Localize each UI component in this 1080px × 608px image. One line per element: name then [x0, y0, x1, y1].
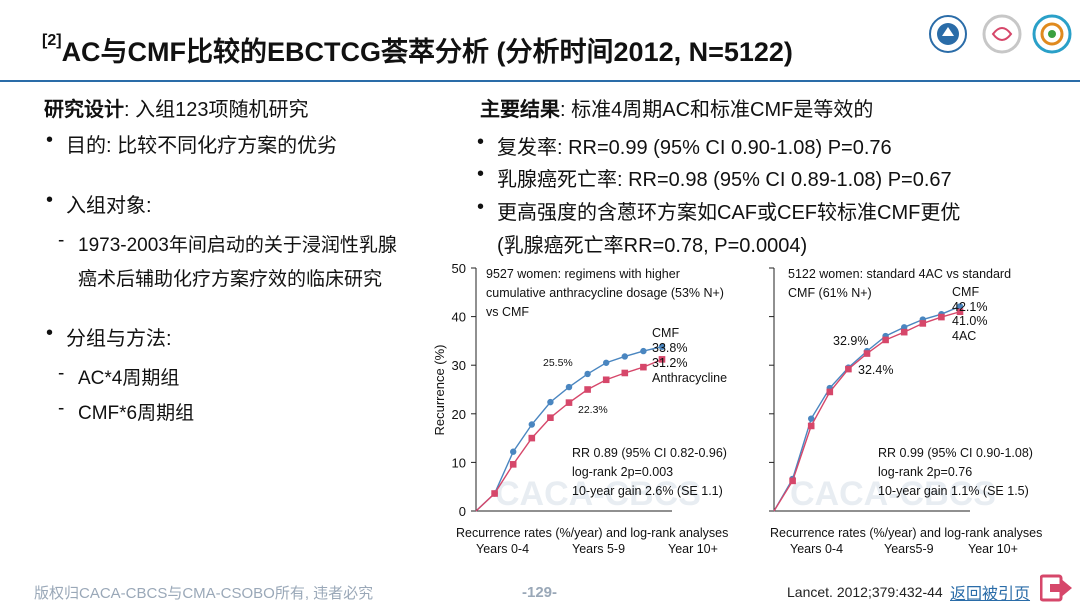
chart-description: 5122 women: standard 4AC vs standard: [788, 267, 1011, 281]
other-series-label: 4AC: [952, 329, 976, 343]
data-point-4ac: [863, 350, 871, 357]
result-mortality: 乳腺癌死亡率: RR=0.98 (95% CI 0.89-1.08) P=0.6…: [477, 163, 952, 192]
data-point-anthracycline: [509, 461, 517, 468]
watermark-right: CACA-CBCS: [790, 475, 996, 513]
group-ac: AC*4周期组: [58, 363, 179, 390]
design-heading: 研究设计: 入组123项随机研究: [44, 99, 309, 121]
data-point-anthracycline: [565, 399, 573, 406]
data-point-anthracycline: [621, 369, 629, 377]
stat-line: log-rank 2p=0.76: [878, 465, 972, 479]
stat-line: log-rank 2p=0.003: [572, 465, 673, 479]
other-end-value: 41.0%: [952, 314, 987, 328]
data-point-cmf: [584, 370, 591, 378]
chart-description: vs CMF: [486, 305, 529, 319]
data-point-cmf: [808, 415, 815, 422]
data-point-anthracycline: [491, 490, 498, 497]
mid-value-top: 25.5%: [543, 357, 573, 369]
data-point-4ac: [826, 388, 834, 396]
slide-title: [2]AC与CMF比较的EBCTCG荟萃分析 (分析时间2012, N=5122…: [42, 30, 793, 69]
stat-line: RR 0.89 (95% CI 0.82-0.96): [572, 446, 727, 460]
citation: Lancet. 2012;379:432-44: [787, 584, 943, 600]
data-point-anthracycline: [584, 386, 591, 393]
data-point-anthracycline: [640, 363, 647, 371]
data-point-cmf: [658, 343, 666, 350]
period-label: Years 5-9: [572, 542, 625, 556]
data-point-4ac: [789, 477, 796, 485]
period-label: Year 10+: [668, 542, 718, 556]
result-intensity: 更高强度的含蒽环方案如CAF或CEF较标准CMF更优: [477, 196, 960, 225]
subjects-bullet: 入组对象:: [46, 189, 151, 218]
cmf-end-value: 33.8%: [652, 341, 687, 355]
stat-line: 10-year gain 2.6% (SE 1.1): [572, 484, 723, 498]
chart-description: 9527 women: regimens with higher: [486, 267, 680, 281]
copyright-notice: 版权归CACA-CBCS与CMA-CSOBO所有, 违者必究: [34, 585, 374, 602]
period-label: Years 0-4: [476, 542, 529, 556]
other-end-value: 31.2%: [652, 356, 687, 370]
data-point-4ac: [938, 313, 945, 321]
data-point-cmf: [510, 448, 517, 455]
result-recurrence: 复发率: RR=0.99 (95% CI 0.90-1.08) P=0.76: [477, 131, 892, 160]
y-tick-label: 0: [459, 504, 466, 519]
cmf-series-label: CMF: [652, 326, 679, 340]
stat-line: 10-year gain 1.1% (SE 1.5): [878, 484, 1029, 498]
mid-value-bottom: 32.4%: [858, 363, 893, 377]
title-text: AC与CMF比较的EBCTCG荟萃分析 (分析时间2012, N=5122): [61, 37, 793, 67]
cmf-end-value: 42.1%: [952, 300, 987, 314]
data-point-cmf: [640, 347, 647, 355]
y-tick-label: 10: [452, 455, 466, 470]
arrow-right-icon[interactable]: [1040, 573, 1074, 603]
data-point-4ac: [845, 365, 852, 373]
cbcs-logo-icon: [982, 14, 1022, 54]
cmf-series-label: CMF: [952, 285, 979, 299]
period-label: Year 10+: [968, 542, 1018, 556]
subjects-detail-cont: 癌术后辅助化疗方案疗效的临床研究: [78, 269, 383, 290]
y-tick-label: 30: [452, 358, 466, 373]
chart-footer: Recurrence rates (%/year) and log-rank a…: [456, 526, 728, 540]
caca-logo-icon: [929, 15, 967, 53]
title-divider: [0, 80, 1080, 82]
title-reference: [2]: [42, 32, 62, 49]
mid-value-bottom: 22.3%: [578, 404, 608, 416]
other-series-label: Anthracycline: [652, 371, 727, 385]
page-number: -129-: [522, 584, 558, 601]
data-point-4ac: [882, 336, 889, 344]
chart-description: CMF (61% N+): [788, 286, 872, 300]
back-link[interactable]: 返回被引页: [950, 586, 1031, 603]
results-heading: 主要结果: 标准4周期AC和标准CMF是等效的: [480, 99, 874, 121]
data-point-cmf: [547, 398, 554, 406]
chart-footer: Recurrence rates (%/year) and log-rank a…: [770, 526, 1042, 540]
data-point-cmf: [621, 353, 628, 360]
data-point-cmf: [603, 359, 610, 366]
data-point-4ac: [807, 422, 815, 430]
chart-description: cumulative anthracycline dosage (53% N+): [486, 286, 724, 300]
result-intensity-detail: (乳腺癌死亡率RR=0.78, P=0.0004): [497, 235, 808, 257]
data-point-anthracycline: [547, 414, 554, 421]
purpose-bullet: 目的: 比较不同化疗方案的优劣: [46, 129, 337, 158]
period-label: Years5-9: [884, 542, 934, 556]
data-point-anthracycline: [602, 376, 610, 384]
data-point-4ac: [919, 320, 927, 327]
period-label: Years 0-4: [790, 542, 843, 556]
group-cmf: CMF*6周期组: [58, 398, 194, 425]
subjects-detail: 1973-2003年间启动的关于浸润性乳腺: [58, 230, 397, 257]
y-axis-label: Recurrence (%): [432, 344, 447, 435]
data-point-anthracycline: [658, 356, 666, 363]
data-point-cmf: [565, 383, 573, 391]
mid-value-top: 32.9%: [833, 334, 868, 348]
y-tick-label: 20: [452, 407, 466, 422]
y-tick-label: 40: [452, 310, 466, 325]
data-point-4ac: [900, 328, 908, 336]
data-point-cmf: [956, 303, 964, 310]
y-tick-label: 50: [452, 261, 466, 276]
watermark-left: CACA-CBCS: [495, 475, 701, 513]
stat-line: RR 0.99 (95% CI 0.90-1.08): [878, 446, 1033, 460]
data-point-4ac: [956, 308, 964, 316]
data-point-anthracycline: [528, 434, 536, 442]
groups-bullet: 分组与方法:: [46, 322, 171, 351]
data-point-cmf: [528, 421, 535, 428]
csobo-logo-icon: [1032, 14, 1072, 54]
